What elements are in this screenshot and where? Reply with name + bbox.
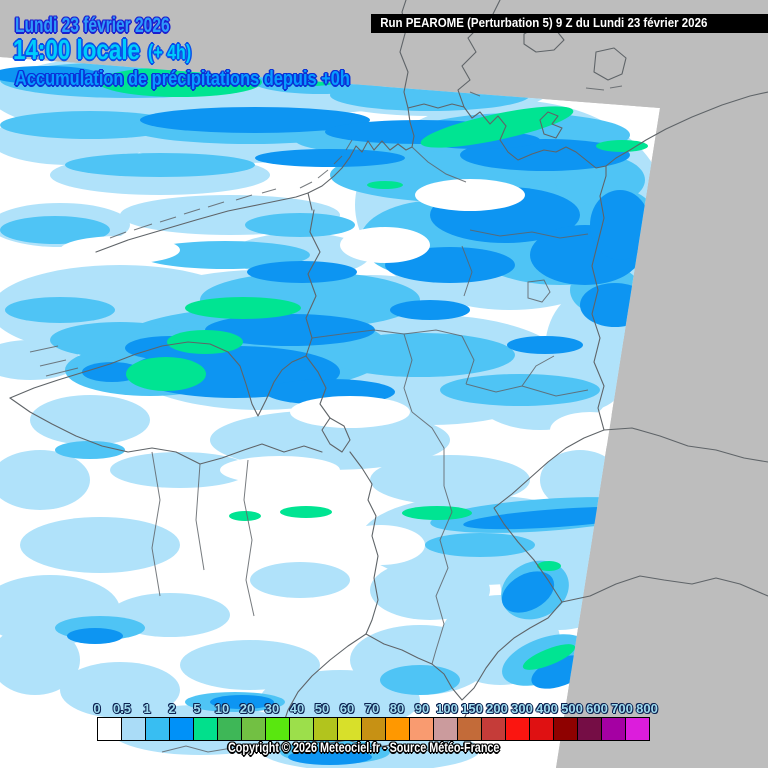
forecast-date: Lundi 23 février 2026: [15, 14, 170, 37]
legend-value: 2: [168, 701, 176, 716]
map-subtitle: Accumulation de précipitations depuis +0…: [15, 68, 350, 90]
legend-swatch: [625, 717, 650, 741]
legend-swatch: [529, 717, 554, 741]
legend-swatch: [145, 717, 170, 741]
legend-value: 5: [193, 701, 201, 716]
legend-value: 90: [414, 701, 430, 716]
legend-value: 70: [364, 701, 380, 716]
legend-value: 80: [389, 701, 405, 716]
legend-value: 400: [536, 701, 558, 716]
legend-swatch: [169, 717, 194, 741]
local-time: 14:00 locale: [13, 34, 141, 65]
legend-value: 30: [264, 701, 280, 716]
legend-value: 700: [611, 701, 633, 716]
legend-value: 300: [511, 701, 533, 716]
legend-swatch: [481, 717, 506, 741]
run-info-bar: Run PEAROME (Perturbation 5) 9 Z du Lund…: [371, 14, 768, 33]
copyright-text: Copyright © 2026 Meteociel.fr - Source M…: [228, 740, 500, 755]
legend-value: 20: [239, 701, 255, 716]
legend-swatch: [97, 717, 122, 741]
legend-value: 800: [636, 701, 658, 716]
legend-value: 10: [214, 701, 230, 716]
legend-value: 500: [561, 701, 583, 716]
forecast-hour-offset: (+ 4h): [148, 42, 192, 64]
legend-swatch: [217, 717, 242, 741]
legend-value: 1: [143, 701, 151, 716]
legend-swatch: [121, 717, 146, 741]
legend-value: 600: [586, 701, 608, 716]
legend-value: 200: [486, 701, 508, 716]
legend-swatch: [577, 717, 602, 741]
legend-swatch: [457, 717, 482, 741]
legend-value: 0: [93, 701, 101, 716]
legend-swatch: [337, 717, 362, 741]
legend-swatch: [361, 717, 386, 741]
legend-swatch: [433, 717, 458, 741]
legend-value: 50: [314, 701, 330, 716]
legend-swatch: [601, 717, 626, 741]
legend-swatch: [409, 717, 434, 741]
legend-value: 150: [461, 701, 483, 716]
legend-swatch: [289, 717, 314, 741]
legend-swatch: [553, 717, 578, 741]
legend-value: 40: [289, 701, 305, 716]
legend-swatch: [505, 717, 530, 741]
legend-swatch: [313, 717, 338, 741]
legend-swatch: [241, 717, 266, 741]
run-info-text: Run PEAROME (Perturbation 5) 9 Z du Lund…: [380, 16, 708, 30]
legend-value: 100: [436, 701, 458, 716]
forecast-time: 14:00 locale (+ 4h): [13, 34, 191, 66]
legend-swatch: [385, 717, 410, 741]
legend-values: 0 0.5 1 2 5 10 20 30 40 50 60 70 80 90 100 150 200 300 400…: [93, 701, 677, 716]
legend-value: 0.5: [112, 701, 132, 716]
legend-value: 60: [339, 701, 355, 716]
legend-swatch: [265, 717, 290, 741]
precip-green-layer: [98, 67, 648, 670]
precipitation-scale: [97, 717, 650, 741]
legend-swatch: [193, 717, 218, 741]
